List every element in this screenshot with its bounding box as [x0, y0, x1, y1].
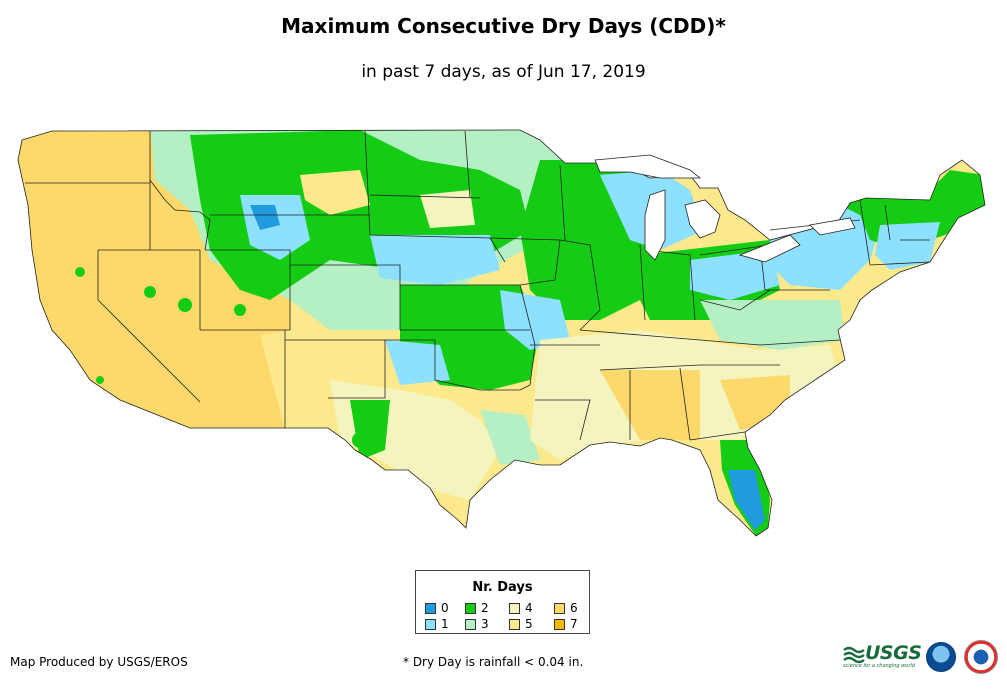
legend-item-2: 2 — [465, 602, 489, 615]
legend-swatch — [509, 603, 520, 614]
legend-title: Nr. Days — [472, 580, 533, 595]
legend-label: 3 — [481, 617, 489, 631]
legend-item-5: 5 — [509, 618, 533, 631]
state-boundaries — [17, 129, 986, 537]
legend: Nr. Days 0 1 2 3 4 5 6 7 — [415, 570, 590, 634]
usgs-wave-icon — [843, 646, 865, 664]
credit-text: Map Produced by USGS/EROS — [10, 655, 188, 669]
legend-item-4: 4 — [509, 602, 533, 615]
legend-swatch — [554, 619, 565, 630]
legend-swatch — [425, 603, 436, 614]
legend-item-1: 1 — [425, 618, 449, 631]
legend-item-0: 0 — [425, 602, 449, 615]
dry-days-shading — [18, 130, 985, 536]
legend-label: 4 — [525, 601, 533, 615]
nws-logo-icon — [964, 640, 998, 674]
legend-label: 1 — [441, 617, 449, 631]
legend-swatch — [509, 619, 520, 630]
legend-item-3: 3 — [465, 618, 489, 631]
legend-label: 0 — [441, 601, 449, 615]
legend-item-6: 6 — [554, 602, 578, 615]
legend-item-7: 7 — [554, 618, 578, 631]
map-title: Maximum Consecutive Dry Days (CDD)* — [281, 14, 726, 38]
map-subtitle: in past 7 days, as of Jun 17, 2019 — [361, 62, 646, 82]
legend-label: 2 — [481, 601, 489, 615]
great-lakes — [594, 154, 856, 263]
legend-label: 5 — [525, 617, 533, 631]
legend-swatch — [425, 619, 436, 630]
footnote-text: * Dry Day is rainfall < 0.04 in. — [403, 655, 584, 669]
legend-swatch — [465, 603, 476, 614]
legend-swatch — [554, 603, 565, 614]
legend-swatch — [465, 619, 476, 630]
usgs-tagline: science for a changing world — [843, 663, 915, 669]
legend-label: 6 — [570, 601, 578, 615]
noaa-logo-icon — [926, 642, 956, 672]
usgs-logo: USGS science for a changing world — [843, 642, 922, 669]
legend-label: 7 — [570, 617, 578, 631]
usgs-logo-text: USGS — [865, 642, 922, 664]
